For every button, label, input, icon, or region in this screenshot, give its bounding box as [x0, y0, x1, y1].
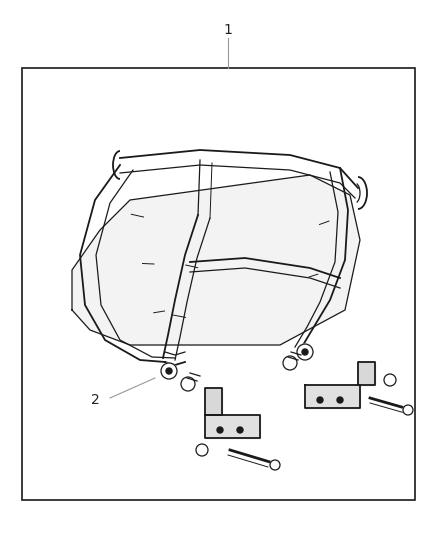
- Polygon shape: [72, 175, 360, 345]
- Circle shape: [217, 427, 223, 433]
- Circle shape: [283, 356, 297, 370]
- Circle shape: [297, 344, 313, 360]
- Circle shape: [317, 397, 323, 403]
- Circle shape: [161, 363, 177, 379]
- Circle shape: [270, 460, 280, 470]
- Polygon shape: [205, 388, 222, 415]
- Text: 2: 2: [91, 393, 99, 407]
- Circle shape: [237, 427, 243, 433]
- Circle shape: [384, 374, 396, 386]
- Bar: [22, 68, 415, 500]
- Circle shape: [181, 377, 195, 391]
- Text: 1: 1: [223, 23, 233, 37]
- Circle shape: [302, 349, 308, 355]
- Polygon shape: [305, 385, 360, 408]
- Polygon shape: [358, 362, 375, 385]
- Polygon shape: [205, 415, 260, 438]
- Circle shape: [166, 368, 172, 374]
- Circle shape: [403, 405, 413, 415]
- Circle shape: [337, 397, 343, 403]
- Circle shape: [196, 444, 208, 456]
